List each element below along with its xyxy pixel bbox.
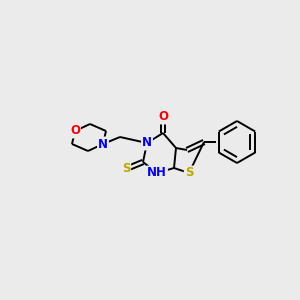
Text: S: S	[185, 167, 193, 179]
Text: O: O	[70, 124, 80, 137]
Text: S: S	[122, 163, 130, 176]
Text: N: N	[98, 137, 108, 151]
Text: NH: NH	[147, 167, 167, 179]
Text: N: N	[142, 136, 152, 149]
Text: O: O	[158, 110, 168, 124]
